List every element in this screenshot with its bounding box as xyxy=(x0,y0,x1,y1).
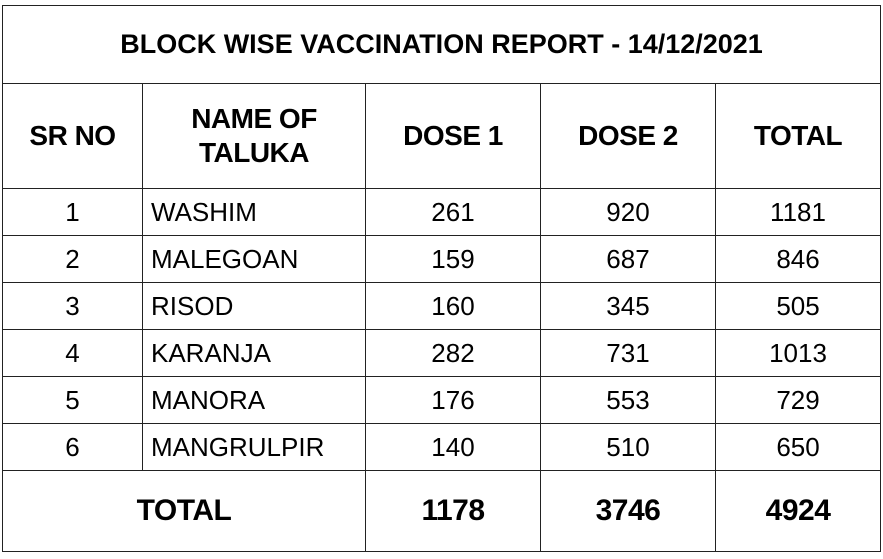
header-row: SR NO NAME OF TALUKA DOSE 1 DOSE 2 TOTAL xyxy=(2,83,882,189)
taluka-name: MANORA xyxy=(142,376,366,424)
cell: 261 xyxy=(365,188,541,236)
cell: 650 xyxy=(714,423,882,471)
cell: 1 xyxy=(2,188,143,236)
cell: 345 xyxy=(540,282,716,330)
total-value: 3746 xyxy=(540,470,716,552)
cell: 4 xyxy=(2,329,143,377)
total-value: 4924 xyxy=(714,470,882,552)
column-header: TOTAL xyxy=(714,83,882,189)
title-row: BLOCK WISE VACCINATION REPORT - 14/12/20… xyxy=(1,5,882,84)
report-title: BLOCK WISE VACCINATION REPORT - 14/12/20… xyxy=(1,5,882,84)
data-row: 4 KARANJA 282 731 1013 xyxy=(2,329,882,377)
data-row: 3 RISOD 160 345 505 xyxy=(2,282,882,330)
cell: 3 xyxy=(2,282,143,330)
taluka-name: KARANJA xyxy=(142,329,366,377)
cell: 1013 xyxy=(714,329,882,377)
cell: 510 xyxy=(540,423,716,471)
total-value: 1178 xyxy=(365,470,541,552)
cell: 505 xyxy=(714,282,882,330)
data-row: 2 MALEGOAN 159 687 846 xyxy=(2,235,882,283)
cell: 176 xyxy=(365,376,541,424)
column-header: DOSE 1 xyxy=(365,83,541,189)
cell: 729 xyxy=(714,376,882,424)
data-row: 1 WASHIM 261 920 1181 xyxy=(2,188,882,236)
total-label: TOTAL xyxy=(2,470,366,552)
cell: 846 xyxy=(714,235,882,283)
taluka-name: WASHIM xyxy=(142,188,366,236)
taluka-name: MANGRULPIR xyxy=(142,423,366,471)
data-row: 5 MANORA 176 553 729 xyxy=(2,376,882,424)
cell: 282 xyxy=(365,329,541,377)
table-body: BLOCK WISE VACCINATION REPORT - 14/12/20… xyxy=(1,5,882,552)
cell: 687 xyxy=(540,235,716,283)
vaccination-table: BLOCK WISE VACCINATION REPORT - 14/12/20… xyxy=(1,5,882,552)
cell: 2 xyxy=(2,235,143,283)
cell: 553 xyxy=(540,376,716,424)
column-header: SR NO xyxy=(2,83,143,189)
data-row: 6 MANGRULPIR 140 510 650 xyxy=(2,423,882,471)
cell: 5 xyxy=(2,376,143,424)
cell: 6 xyxy=(2,423,143,471)
cell: 1181 xyxy=(714,188,882,236)
total-row: TOTAL 1178 3746 4924 xyxy=(2,470,882,552)
taluka-name: RISOD xyxy=(142,282,366,330)
cell: 159 xyxy=(365,235,541,283)
cell: 920 xyxy=(540,188,716,236)
column-header: NAME OF TALUKA xyxy=(142,83,366,189)
cell: 160 xyxy=(365,282,541,330)
cell: 140 xyxy=(365,423,541,471)
taluka-name: MALEGOAN xyxy=(142,235,366,283)
cell: 731 xyxy=(540,329,716,377)
column-header: DOSE 2 xyxy=(540,83,716,189)
